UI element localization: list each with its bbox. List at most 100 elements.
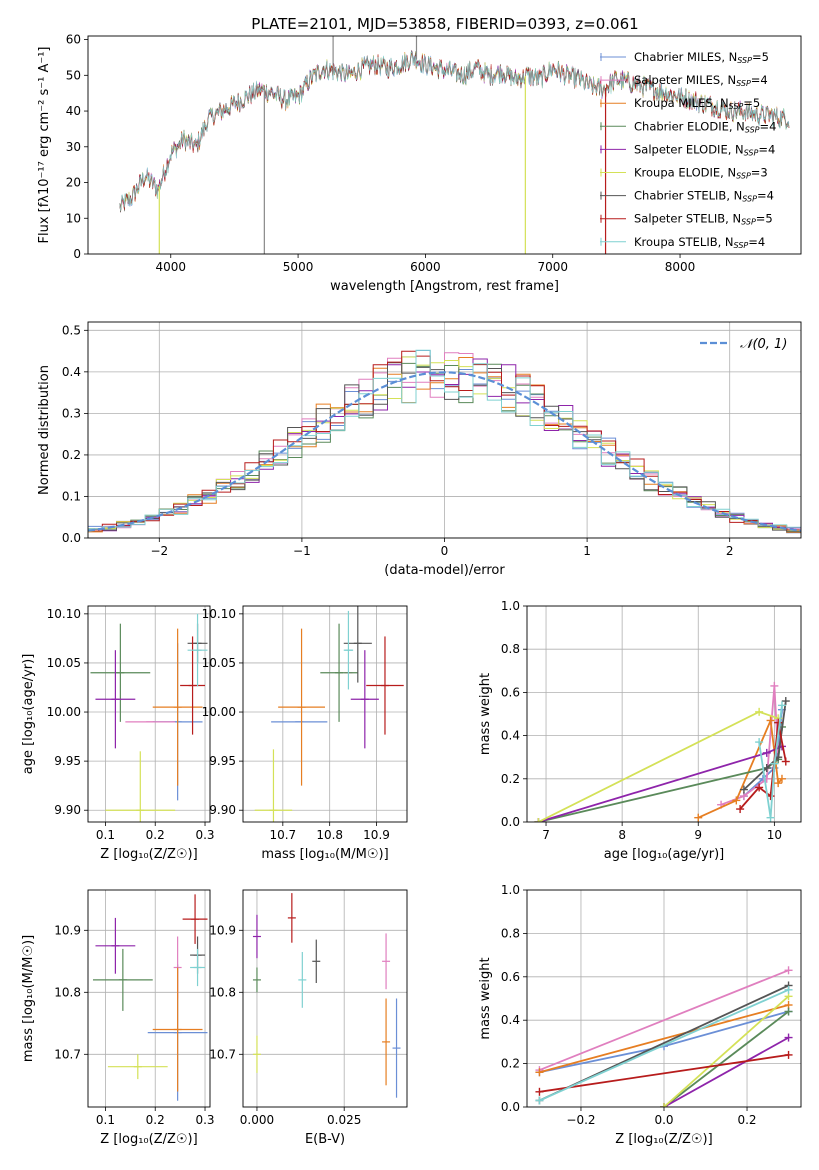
y-tick-label: 1.0	[501, 883, 520, 897]
x-tick-label: 0.0	[654, 1113, 673, 1127]
legend-label: Salpeter ELODIE, NSSP=4	[634, 142, 775, 157]
x-tick-label: 7	[542, 828, 550, 842]
legend-label: Chabrier MILES, NSSP=5	[634, 50, 769, 65]
chart-mass_vs_Z: 0.1 0.2 0.3 10.7 10.8 10.9 Z [log₁₀(Z/Z☉)] mass…	[21, 889, 215, 1147]
y-tick-label: 10.05	[202, 656, 236, 670]
y-axis-label: Normed distribution	[37, 365, 52, 495]
axes-frame	[526, 889, 802, 1108]
y-tick-label: 10.10	[202, 607, 236, 621]
y-tick-label: 0.1	[62, 489, 81, 503]
axes-frame	[87, 321, 802, 539]
x-tick-label: 0.3	[195, 1113, 214, 1127]
chart-residuals: −2 −1 0 1 2 0.0 0.1 0.2 0.3 0.4 0.5 (data-model)/er…	[37, 321, 802, 578]
y-tick-label: 20	[66, 176, 81, 190]
x-axis-label: mass [log₁₀(M/M☉)]	[261, 847, 388, 862]
axes-frame	[87, 35, 802, 255]
x-tick-label: 0.025	[327, 1113, 361, 1127]
chart-weight_vs_Z: −0.2 0.0 0.2 0.0 0.2 0.4 0.6 0.8 1.0 Z [log₁₀(Z/Z…	[478, 883, 802, 1147]
y-tick-label: 0.8	[501, 926, 520, 940]
y-axis-label: age [log₁₀(age/yr)]	[21, 654, 36, 775]
y-tick-label: 0.3	[62, 406, 81, 420]
chart-mass_vs_ebv: 0.000 0.025 10.7 10.8 10.9 E(B-V)	[209, 889, 408, 1147]
legend-label: Kroupa STELIB, NSSP=4	[634, 235, 765, 250]
y-tick-label: 60	[66, 33, 81, 47]
y-tick-label: 9.90	[209, 803, 236, 817]
y-tick-label: 40	[66, 104, 81, 118]
legend-label: Kroupa MILES, NSSP=5	[634, 96, 760, 111]
weight-line	[663, 1036, 789, 1107]
x-tick-label: −1	[293, 544, 311, 558]
y-tick-label: 0.0	[62, 531, 81, 545]
x-tick-label: 6000	[410, 260, 441, 274]
x-tick-label: 2	[726, 544, 734, 558]
y-tick-label: 0.2	[501, 1057, 520, 1071]
y-tick-label: 10.10	[47, 607, 81, 621]
x-tick-label: 0.1	[96, 1113, 115, 1127]
x-tick-label: 0.3	[195, 828, 214, 842]
axes-frame	[87, 889, 211, 1108]
x-tick-label: −0.2	[566, 1113, 595, 1127]
chart-weight_vs_age: 7 8 9 10 0.0 0.2 0.4 0.6 0.8 1.0 age [log₁₀(age/yr…	[478, 599, 802, 862]
x-tick-label: 5000	[283, 260, 314, 274]
y-tick-label: 30	[66, 140, 81, 154]
y-tick-label: 10.7	[54, 1047, 81, 1061]
chart-age_vs_mass: 10.7 10.8 10.9 9.90 9.95 10.00 10.05 10.10 mass …	[202, 605, 408, 862]
x-tick-label: 8000	[665, 260, 696, 274]
y-tick-label: 10	[66, 211, 81, 225]
legend: Chabrier MILES, NSSP=5 Salpeter MILES, NS…	[600, 50, 776, 250]
x-tick-label: 8	[618, 828, 626, 842]
y-tick-label: 10.7	[209, 1047, 236, 1061]
x-tick-label: 4000	[155, 260, 186, 274]
x-tick-label: 0.2	[146, 1113, 165, 1127]
y-tick-label: 0.6	[501, 685, 520, 699]
weight-line	[539, 1054, 789, 1093]
weight-line	[538, 726, 783, 822]
x-axis-label: Z [log₁₀(Z/Z☉)]	[100, 1132, 197, 1147]
y-tick-label: 9.95	[209, 754, 236, 768]
y-tick-label: 50	[66, 68, 81, 82]
plot-area	[119, 36, 790, 254]
y-tick-label: 0.4	[62, 365, 81, 379]
y-tick-label: 10.8	[54, 985, 81, 999]
x-tick-label: 9	[694, 828, 702, 842]
y-axis-label: mass weight	[478, 957, 493, 1039]
x-tick-label: 10.7	[269, 828, 296, 842]
y-axis-label: Flux [fλ10⁻¹⁷ erg cm⁻² s⁻¹ A⁻¹]	[37, 47, 52, 244]
plot-area	[88, 606, 210, 822]
y-tick-label: 10.8	[209, 985, 236, 999]
y-tick-label: 0.4	[501, 1013, 520, 1027]
plot-layer: 4000 5000 6000 7000 80000102030405060wavelen…	[21, 33, 802, 1147]
y-tick-label: 0.4	[501, 729, 520, 743]
x-tick-label: 0	[441, 544, 449, 558]
legend-label: Salpeter MILES, NSSP=4	[634, 73, 768, 88]
y-tick-label: 0.5	[62, 323, 81, 337]
y-tick-label: 9.95	[54, 754, 81, 768]
y-tick-label: 9.90	[54, 803, 81, 817]
x-axis-label: Z [log₁₀(Z/Z☉)]	[100, 847, 197, 862]
plot-area	[88, 890, 210, 1107]
y-tick-label: 0.0	[501, 1100, 520, 1114]
y-tick-label: 10.00	[47, 705, 81, 719]
x-tick-label: 10.8	[316, 828, 343, 842]
plot-area	[527, 606, 801, 822]
spectrum-line	[119, 51, 790, 211]
x-tick-label: 10	[767, 828, 782, 842]
axes-frame	[526, 605, 802, 823]
figure-title: PLATE=2101, MJD=53858, FIBERID=0393, z=0…	[251, 15, 638, 33]
weight-line	[720, 685, 780, 806]
x-axis-label: wavelength [Angstrom, rest frame]	[330, 279, 559, 294]
gaussian-curve	[88, 371, 801, 532]
x-tick-label: 0.2	[737, 1113, 756, 1127]
x-tick-label: 10.9	[363, 828, 390, 842]
legend-label: Salpeter STELIB, NSSP=5	[634, 212, 773, 227]
plot-area	[243, 606, 407, 822]
legend-label: Chabrier STELIB, NSSP=4	[634, 189, 774, 204]
histogram-kroupa-elodie	[88, 356, 801, 532]
x-tick-label: 0.2	[146, 828, 165, 842]
weight-line	[538, 745, 783, 822]
x-tick-label: 0.1	[96, 828, 115, 842]
y-tick-label: 0.8	[501, 642, 520, 656]
axes-frame	[87, 605, 211, 823]
x-axis-label: (data-model)/error	[384, 563, 505, 578]
